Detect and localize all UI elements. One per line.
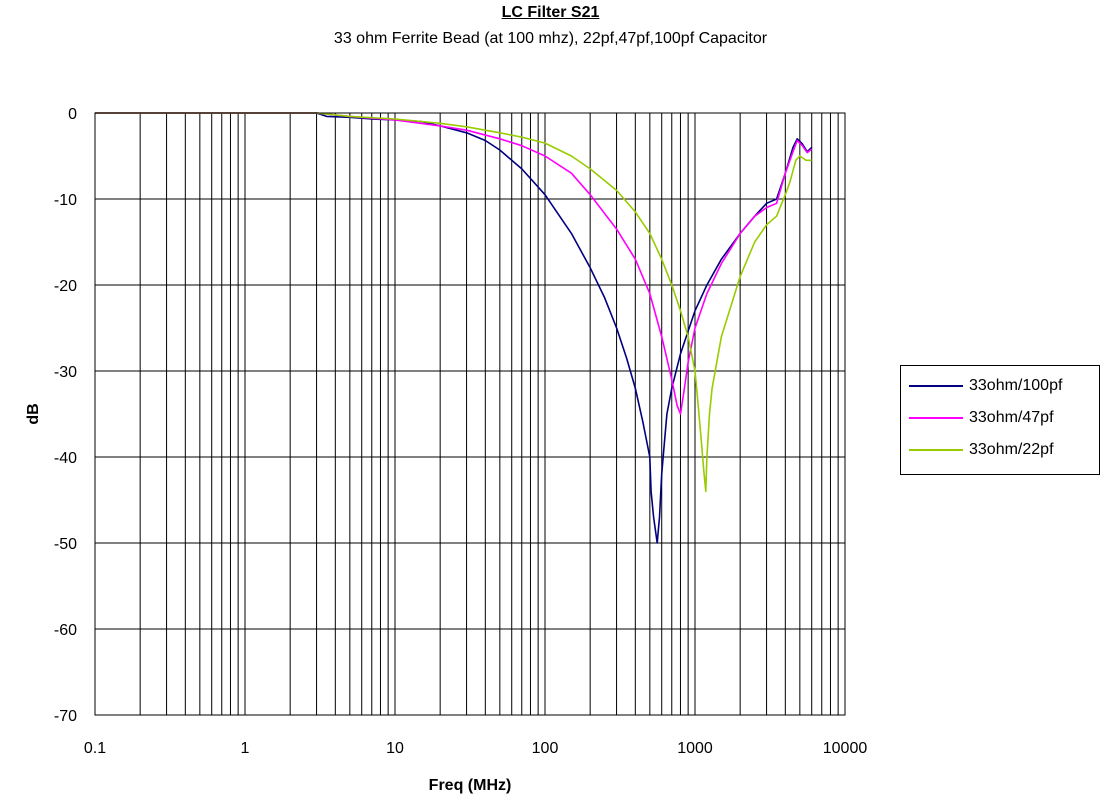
series-lines	[95, 112, 813, 544]
y-tick-label: -30	[54, 364, 77, 381]
x-axis-title: Freq (MHz)	[429, 777, 512, 794]
y-tick-label: -40	[54, 450, 77, 467]
legend-item-47pf: 33ohm/47pf	[909, 408, 1054, 428]
x-tick-label: 10000	[823, 740, 868, 757]
y-axis-title: dB	[25, 403, 42, 424]
legend-item-22pf: 33ohm/22pf	[909, 440, 1054, 460]
y-tick-label: -10	[54, 192, 77, 209]
legend-item-100pf: 33ohm/100pf	[909, 376, 1062, 396]
chart-title: LC Filter S21	[501, 4, 600, 21]
x-tick-label: 10	[386, 740, 404, 757]
legend-label-100pf: 33ohm/100pf	[969, 377, 1063, 394]
legend-swatch-47pf	[909, 417, 963, 419]
legend-swatch-100pf	[909, 385, 963, 387]
x-tick-label: 1000	[677, 740, 713, 757]
x-tick-label: 0.1	[84, 740, 106, 757]
tick-labels: 0.1 1 10 100 1000 10000 0 -10 -20 -30 -40 -50 -60 -70	[54, 106, 867, 757]
series-line-2	[95, 112, 812, 493]
y-tick-label: -50	[54, 536, 77, 553]
legend: 33ohm/100pf 33ohm/47pf 33ohm/22pf	[900, 365, 1100, 475]
legend-label-22pf: 33ohm/22pf	[969, 441, 1054, 458]
y-tick-label: -20	[54, 278, 77, 295]
y-tick-label: -60	[54, 622, 77, 639]
series-line-1	[95, 112, 813, 415]
plot-frame	[94, 112, 846, 716]
chart-subtitle: 33 ohm Ferrite Bead (at 100 mhz), 22pf,4…	[333, 30, 768, 47]
grid	[94, 112, 845, 716]
x-tick-label: 100	[532, 740, 559, 757]
legend-label-47pf: 33ohm/47pf	[969, 409, 1054, 426]
y-tick-label: 0	[68, 106, 77, 123]
x-tick-label: 1	[241, 740, 250, 757]
legend-swatch-22pf	[909, 449, 963, 451]
y-tick-label: -70	[54, 708, 77, 725]
